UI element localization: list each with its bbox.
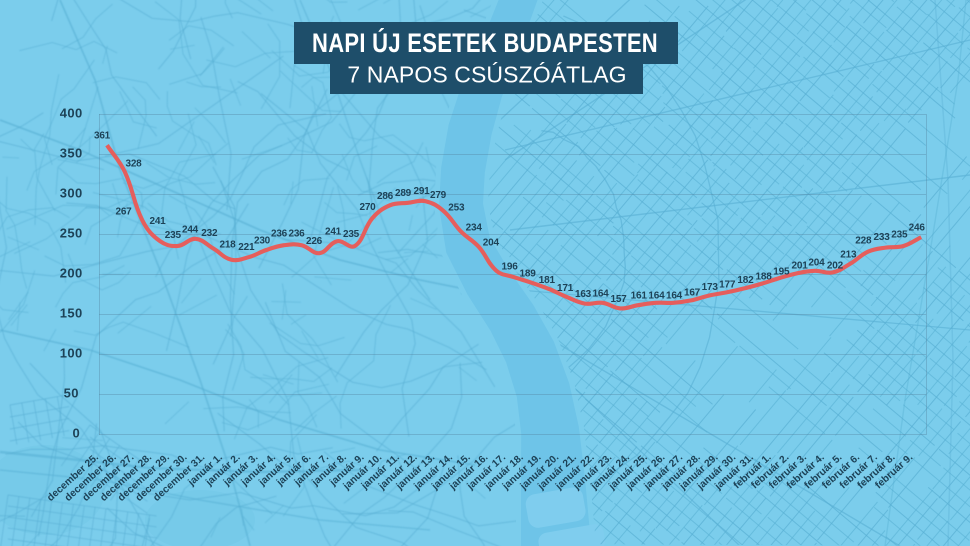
svg-text:270: 270: [359, 202, 376, 213]
svg-text:196: 196: [502, 261, 519, 272]
svg-text:204: 204: [483, 238, 500, 249]
svg-text:250: 250: [60, 225, 83, 240]
svg-text:291: 291: [413, 186, 430, 197]
svg-text:177: 177: [719, 279, 736, 290]
svg-text:235: 235: [165, 230, 182, 241]
svg-text:236: 236: [271, 229, 288, 240]
svg-text:350: 350: [60, 145, 83, 160]
svg-text:328: 328: [125, 159, 142, 170]
svg-text:100: 100: [60, 345, 83, 360]
svg-text:150: 150: [60, 305, 83, 320]
svg-text:289: 289: [395, 188, 412, 199]
svg-text:7 NAPOS CSÚSZÓÁTLAG: 7 NAPOS CSÚSZÓÁTLAG: [347, 62, 626, 88]
svg-text:164: 164: [648, 290, 665, 301]
svg-text:361: 361: [94, 131, 111, 142]
svg-text:0: 0: [72, 425, 80, 440]
svg-text:279: 279: [430, 190, 447, 201]
svg-text:167: 167: [684, 287, 701, 298]
svg-text:253: 253: [448, 203, 465, 214]
svg-text:173: 173: [702, 282, 719, 293]
svg-text:50: 50: [64, 385, 79, 400]
svg-text:181: 181: [539, 275, 556, 286]
svg-text:235: 235: [343, 229, 360, 240]
svg-text:233: 233: [874, 232, 891, 243]
svg-text:234: 234: [466, 223, 483, 234]
svg-text:204: 204: [808, 258, 825, 269]
svg-text:189: 189: [520, 269, 537, 280]
svg-text:171: 171: [557, 283, 574, 294]
svg-text:201: 201: [792, 261, 809, 272]
svg-text:NAPI ÚJ ESETEK BUDAPESTEN: NAPI ÚJ ESETEK BUDAPESTEN: [312, 28, 658, 59]
svg-text:236: 236: [288, 229, 305, 240]
svg-text:286: 286: [377, 191, 394, 202]
svg-text:241: 241: [149, 216, 166, 227]
svg-text:267: 267: [115, 207, 132, 218]
svg-text:232: 232: [201, 228, 218, 239]
svg-text:163: 163: [575, 289, 592, 300]
svg-text:218: 218: [219, 240, 236, 251]
svg-text:164: 164: [592, 289, 609, 300]
svg-text:157: 157: [610, 294, 627, 305]
svg-text:195: 195: [773, 266, 790, 277]
svg-text:400: 400: [60, 105, 83, 120]
svg-text:213: 213: [840, 250, 857, 261]
svg-text:300: 300: [60, 185, 83, 200]
svg-text:246: 246: [909, 222, 926, 233]
svg-text:235: 235: [891, 230, 908, 241]
svg-text:241: 241: [325, 227, 342, 238]
svg-text:226: 226: [306, 236, 323, 247]
svg-text:228: 228: [855, 236, 872, 247]
svg-text:200: 200: [60, 265, 83, 280]
svg-text:182: 182: [737, 275, 754, 286]
svg-text:188: 188: [756, 271, 773, 282]
svg-text:230: 230: [254, 236, 271, 247]
svg-text:244: 244: [182, 225, 199, 236]
svg-text:221: 221: [238, 242, 255, 253]
svg-text:164: 164: [666, 290, 683, 301]
svg-text:202: 202: [827, 261, 844, 272]
svg-text:161: 161: [631, 290, 648, 301]
